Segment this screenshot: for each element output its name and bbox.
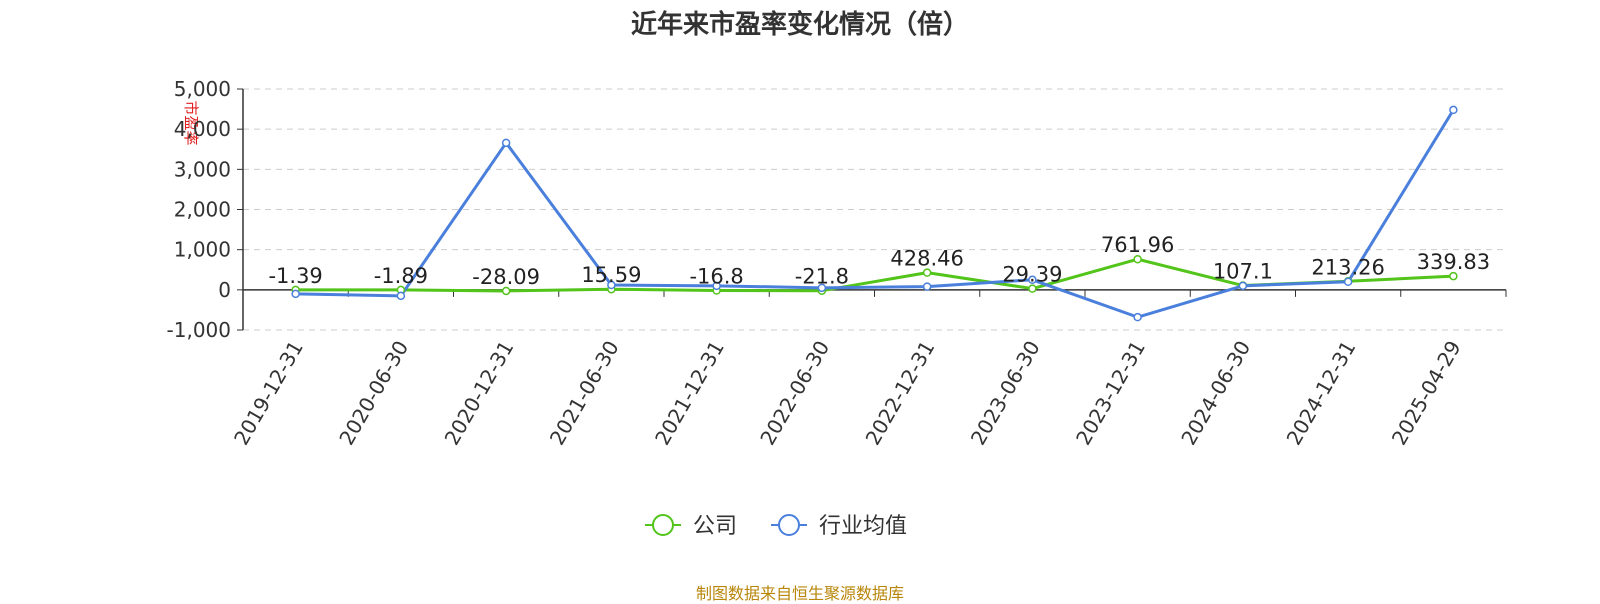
legend-marker-industry bbox=[778, 514, 800, 536]
data-point-company bbox=[1028, 284, 1037, 293]
data-point-industry bbox=[607, 280, 616, 290]
axes: -1,000 0 1,000 2,000 3,000 4,000 5,000 2019-12-… bbox=[167, 77, 1507, 450]
x-tick-label: 2024-06-30 bbox=[1176, 337, 1255, 450]
x-tick-label: 2022-12-31 bbox=[861, 337, 940, 450]
data-point-industry bbox=[1028, 275, 1037, 285]
series-lines bbox=[295, 109, 1455, 319]
data-point-industry bbox=[922, 282, 932, 291]
series-points bbox=[291, 105, 1458, 322]
data-point-industry bbox=[817, 283, 827, 293]
data-point-industry bbox=[1238, 281, 1248, 291]
data-label: 15.59 bbox=[581, 263, 641, 287]
data-label: 29.39 bbox=[1002, 263, 1062, 287]
legend-marker-company bbox=[652, 514, 674, 536]
data-point-company bbox=[1133, 254, 1142, 264]
y-tick-label: 5,000 bbox=[174, 77, 231, 101]
x-tick-label: 2025-04-29 bbox=[1387, 337, 1466, 450]
data-label: 761.96 bbox=[1101, 233, 1174, 257]
data-label: -16.8 bbox=[689, 265, 743, 289]
grid-lines bbox=[243, 88, 1506, 331]
data-point-industry bbox=[1343, 277, 1353, 287]
data-point-company bbox=[922, 268, 932, 277]
x-tick-label: 2023-06-30 bbox=[966, 337, 1045, 450]
data-point-industry bbox=[712, 281, 721, 291]
data-labels: -1.39 -1.89 -28.09 15.59 -16.8 -21.8 428.46 29.… bbox=[268, 233, 1490, 289]
x-tick-label: 2022-06-30 bbox=[755, 337, 834, 450]
y-tick-label: -1,000 bbox=[167, 318, 231, 342]
data-label: -28.09 bbox=[472, 265, 540, 289]
watermark-stamp: 市盈率 bbox=[182, 100, 200, 145]
y-tick-label: 4,000 bbox=[174, 117, 231, 141]
data-point-industry bbox=[1449, 105, 1458, 115]
legend[interactable]: 公司 行业均值 bbox=[645, 514, 907, 539]
data-label: -1.39 bbox=[268, 264, 322, 288]
x-tick-label: 2020-12-31 bbox=[440, 337, 519, 450]
data-point-industry bbox=[396, 291, 406, 301]
data-point-industry bbox=[501, 138, 511, 148]
y-tick-label: 0 bbox=[218, 278, 231, 302]
y-tick-label: 3,000 bbox=[174, 157, 231, 181]
x-tick-label: 2019-12-31 bbox=[229, 337, 308, 450]
data-label: 428.46 bbox=[890, 247, 963, 271]
data-point-company bbox=[1449, 271, 1458, 281]
y-tick-label: 2,000 bbox=[174, 198, 231, 222]
x-tick-label: 2024-12-31 bbox=[1282, 337, 1361, 450]
data-point-industry bbox=[1133, 312, 1142, 322]
data-label: 339.83 bbox=[1417, 250, 1490, 274]
data-label: 213.26 bbox=[1311, 255, 1384, 279]
legend-label-industry: 行业均值 bbox=[819, 514, 907, 539]
x-tick-label: 2021-06-30 bbox=[545, 337, 624, 450]
legend-label-company: 公司 bbox=[693, 514, 737, 539]
x-tick-label: 2023-12-31 bbox=[1071, 337, 1150, 450]
series-line-industry bbox=[295, 109, 1455, 319]
source-note: 制图数据来自恒生聚源数据库 bbox=[695, 584, 904, 603]
x-tick-label: 2020-06-30 bbox=[334, 337, 413, 450]
y-tick-label: 1,000 bbox=[174, 238, 231, 262]
data-label: -21.8 bbox=[795, 265, 849, 289]
data-point-industry bbox=[291, 289, 300, 299]
data-label: 107.1 bbox=[1213, 260, 1273, 284]
x-tick-label: 2021-12-31 bbox=[650, 337, 729, 450]
data-label: -1.89 bbox=[374, 264, 428, 288]
chart-title: 近年来市盈率变化情况（倍） bbox=[630, 10, 969, 40]
data-point-company bbox=[501, 286, 511, 296]
